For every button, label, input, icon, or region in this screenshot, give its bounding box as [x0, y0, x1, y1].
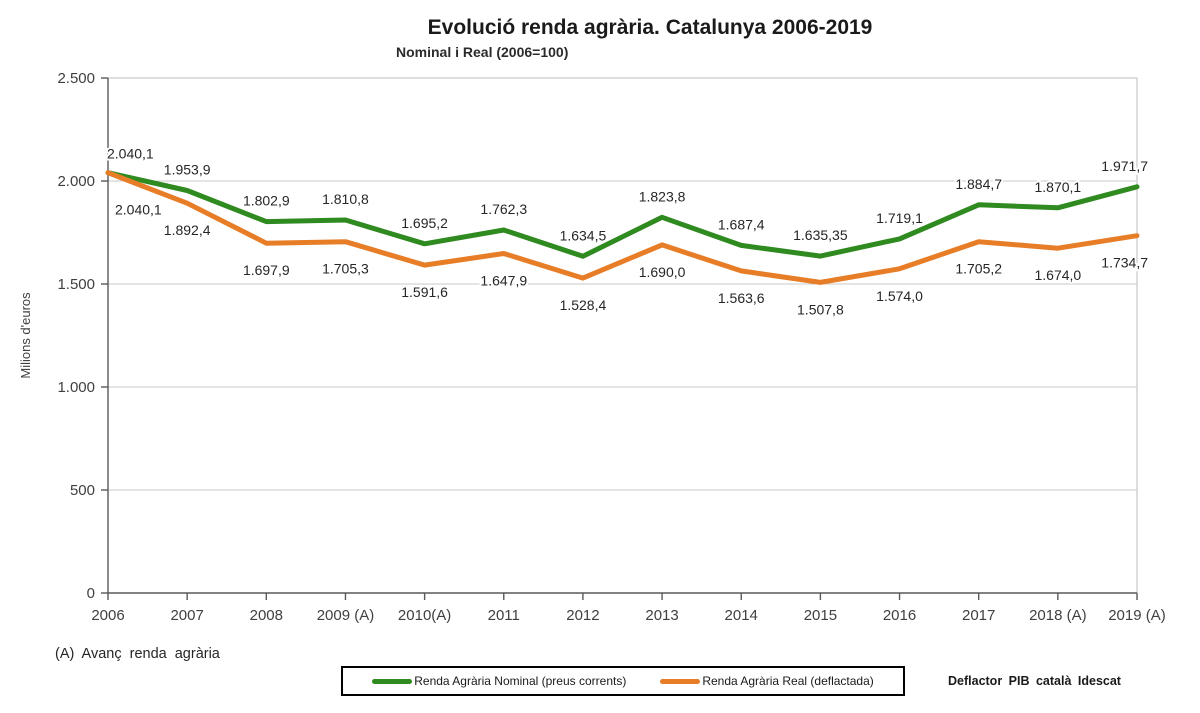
real-point-label: 1.647,9 [480, 273, 527, 289]
y-tick-label: 1.000 [57, 379, 95, 396]
y-tick-label: 0 [87, 585, 95, 602]
real-point-label: 1.892,4 [164, 222, 211, 238]
real-point-label: 1.507,8 [797, 301, 844, 317]
x-tick-label: 2014 [725, 607, 758, 624]
chart-subtitle: Nominal i Real (2006=100) [396, 44, 569, 60]
nominal-point-label: 2.040,1 [107, 146, 154, 162]
nominal-point-label: 1.719,1 [876, 210, 923, 226]
nominal-point-label: 1.634,5 [560, 227, 607, 243]
footnote: (A) Avanç renda agrària [55, 646, 220, 662]
x-tick-label: 2013 [645, 607, 678, 624]
real-line-marker-icon [660, 678, 701, 684]
y-tick-label: 500 [70, 482, 95, 499]
line-chart: 0 500 1.000 1.500 2.000 2.500 2006 2007 2008 2009… [18, 70, 1166, 624]
x-tick-label: 2011 [488, 607, 520, 624]
x-tick-label: 2016 [883, 607, 916, 624]
real-point-label: 1.734,7 [1101, 255, 1148, 271]
x-tick-label: 2018 (A) [1029, 607, 1087, 624]
chart-title: Evolució renda agrària. Catalunya 2006-2… [427, 16, 873, 39]
x-tick-label: 2015 [804, 607, 837, 624]
x-tick-label: 2009 (A) [317, 607, 375, 624]
source-note: Deflactor PIB català Idescat [948, 674, 1121, 688]
nominal-point-label: 1.695,2 [401, 215, 448, 231]
real-line [105, 170, 1140, 285]
nominal-point-label: 1.953,9 [164, 161, 211, 177]
legend-label-nominal: Renda Agrària Nominal (preus corrents) [414, 674, 627, 688]
real-point-label: 2.040,1 [115, 202, 162, 218]
nominal-point-label: 1.870,1 [1034, 179, 1081, 195]
plot-border [107, 77, 1138, 594]
y-tick-label: 2.500 [57, 70, 95, 87]
x-tick-label: 2007 [170, 607, 203, 624]
real-point-label: 1.674,0 [1034, 267, 1081, 283]
x-tick-label: 2008 [250, 607, 283, 624]
y-tick-label: 1.500 [57, 276, 95, 293]
nominal-point-label: 1.823,8 [639, 188, 686, 204]
nominal-point-label: 1.635,35 [793, 227, 848, 243]
real-point-label: 1.690,0 [639, 264, 686, 280]
legend: Renda Agrària Nominal (preus corrents) R… [341, 666, 905, 696]
nominal-point-label: 1.971,7 [1101, 158, 1148, 174]
legend-label-real: Renda Agrària Real (deflactada) [702, 674, 874, 688]
nominal-point-label: 1.810,8 [322, 191, 369, 207]
real-point-label: 1.591,6 [401, 284, 448, 300]
real-point-label: 1.574,0 [876, 288, 923, 304]
nominal-line-marker-icon [372, 678, 413, 684]
real-point-label: 1.705,2 [955, 261, 1002, 277]
x-tick-label: 2017 [962, 607, 995, 624]
nominal-line [105, 170, 1140, 259]
y-axis-title: Milions d'euros [18, 292, 33, 379]
y-tick-label: 2.000 [57, 173, 95, 190]
real-point-label: 1.563,6 [718, 290, 765, 306]
nominal-point-label: 1.762,3 [480, 201, 527, 217]
nominal-point-label: 1.884,7 [955, 176, 1002, 192]
x-tick-label: 2006 [91, 607, 124, 624]
x-tick-label: 2012 [566, 607, 599, 624]
real-point-label: 1.697,9 [243, 262, 290, 278]
nominal-point-label: 1.802,9 [243, 193, 290, 209]
real-point-label: 1.528,4 [560, 297, 607, 313]
legend-item-real: Renda Agrària Real (deflactada) [660, 674, 874, 688]
x-tick-label: 2019 (A) [1108, 607, 1166, 624]
real-point-label: 1.705,3 [322, 261, 369, 277]
nominal-point-label: 1.687,4 [718, 216, 765, 232]
legend-item-nominal: Renda Agrària Nominal (preus corrents) [372, 674, 626, 688]
x-tick-label: 2010(A) [398, 607, 451, 624]
